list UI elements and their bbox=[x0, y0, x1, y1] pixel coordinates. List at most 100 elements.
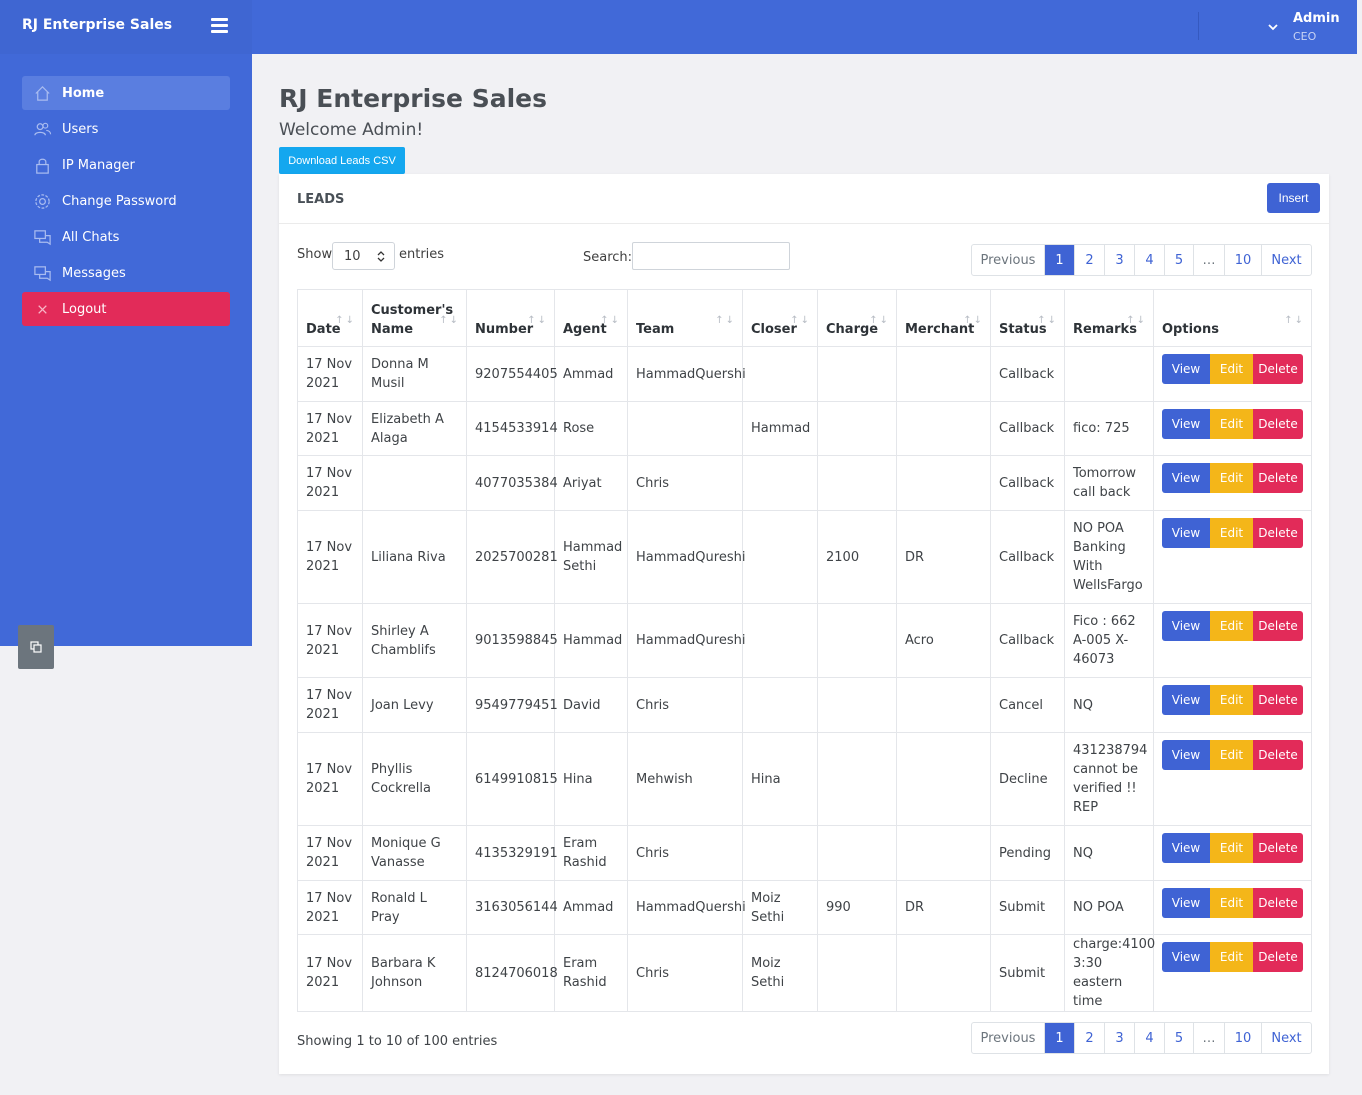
edit-button[interactable]: Edit bbox=[1210, 888, 1253, 918]
pagination-page[interactable]: 10 bbox=[1224, 245, 1261, 275]
view-button[interactable]: View bbox=[1162, 409, 1210, 439]
sidebar-item-change-password[interactable]: Change Password bbox=[22, 184, 230, 218]
cell-agent: Eram Rashid bbox=[554, 934, 628, 1012]
cell-options: View Edit Delete bbox=[1153, 880, 1312, 935]
edit-button[interactable]: Edit bbox=[1210, 942, 1253, 972]
download-leads-csv-button[interactable]: Download Leads CSV bbox=[279, 147, 405, 174]
view-button[interactable]: View bbox=[1162, 354, 1210, 384]
delete-button[interactable]: Delete bbox=[1253, 740, 1303, 770]
sidebar-item-home[interactable]: Home bbox=[22, 76, 230, 110]
column-header-date[interactable]: Date ↑↓ bbox=[297, 289, 363, 347]
pagination-page[interactable]: 4 bbox=[1134, 1023, 1164, 1053]
pagination-page[interactable]: 1 bbox=[1044, 245, 1074, 275]
column-header-merchant[interactable]: Merchant ↑↓ bbox=[896, 289, 991, 347]
view-button[interactable]: View bbox=[1162, 833, 1210, 863]
cell-charge: 2100 bbox=[817, 510, 897, 604]
leads-table: Date ↑↓ Customer's Name ↑↓ Number ↑↓ Agent ↑… bbox=[297, 289, 1312, 1012]
search-input[interactable] bbox=[632, 242, 790, 270]
brand-title[interactable]: RJ Enterprise Sales bbox=[22, 17, 173, 33]
edit-button[interactable]: Edit bbox=[1210, 354, 1253, 384]
messages-icon bbox=[22, 256, 62, 290]
sidebar-item-messages[interactable]: Messages bbox=[22, 256, 230, 290]
view-button[interactable]: View bbox=[1162, 942, 1210, 972]
pagination-next[interactable]: Next bbox=[1261, 1023, 1311, 1053]
sort-icon: ↑↓ bbox=[963, 315, 984, 326]
cell-options: View Edit Delete bbox=[1153, 603, 1312, 678]
pagination-page[interactable]: 3 bbox=[1104, 245, 1134, 275]
card-header: LEADS Insert bbox=[279, 174, 1329, 224]
cell-status: Submit bbox=[990, 880, 1065, 935]
sidebar-item-logout[interactable]: Logout bbox=[22, 292, 230, 326]
pagination-page[interactable]: 5 bbox=[1164, 1023, 1193, 1053]
cell-team bbox=[627, 401, 743, 456]
delete-button[interactable]: Delete bbox=[1253, 518, 1303, 548]
delete-button[interactable]: Delete bbox=[1253, 833, 1303, 863]
delete-button[interactable]: Delete bbox=[1253, 888, 1303, 918]
cell-team: HammadQureshi bbox=[627, 603, 745, 678]
row-actions: View Edit Delete bbox=[1162, 888, 1303, 918]
cell-team: Chris bbox=[627, 934, 743, 1012]
delete-button[interactable]: Delete bbox=[1253, 611, 1303, 641]
theme-settings-button[interactable] bbox=[18, 625, 54, 669]
view-button[interactable]: View bbox=[1162, 888, 1210, 918]
user-name[interactable]: Admin bbox=[1293, 11, 1340, 26]
pagination-page[interactable]: 4 bbox=[1134, 245, 1164, 275]
column-header-remarks[interactable]: Remarks ↑↓ bbox=[1064, 289, 1154, 347]
chevron-down-icon[interactable] bbox=[1268, 22, 1278, 32]
delete-button[interactable]: Delete bbox=[1253, 942, 1303, 972]
sidebar-item-all-chats[interactable]: All Chats bbox=[22, 220, 230, 254]
edit-button[interactable]: Edit bbox=[1210, 740, 1253, 770]
edit-button[interactable]: Edit bbox=[1210, 518, 1253, 548]
sidebar-item-users[interactable]: Users bbox=[22, 112, 230, 146]
cell-merchant bbox=[896, 934, 991, 1012]
view-button[interactable]: View bbox=[1162, 611, 1210, 641]
edit-button[interactable]: Edit bbox=[1210, 611, 1253, 641]
column-header-options[interactable]: Options ↑↓ bbox=[1153, 289, 1312, 347]
pagination-page[interactable]: 2 bbox=[1074, 1023, 1104, 1053]
delete-button[interactable]: Delete bbox=[1253, 463, 1303, 493]
hamburger-menu-icon[interactable] bbox=[211, 18, 228, 34]
cell-remarks: NQ bbox=[1064, 825, 1154, 881]
view-button[interactable]: View bbox=[1162, 740, 1210, 770]
cell-options: View Edit Delete bbox=[1153, 732, 1312, 826]
pagination-previous[interactable]: Previous bbox=[980, 252, 1036, 268]
insert-button[interactable]: Insert bbox=[1267, 183, 1320, 213]
cell-remarks: NO POA Banking With WellsFargo bbox=[1064, 510, 1154, 604]
column-header-status[interactable]: Status ↑↓ bbox=[990, 289, 1065, 347]
edit-button[interactable]: Edit bbox=[1210, 833, 1253, 863]
delete-button[interactable]: Delete bbox=[1253, 354, 1303, 384]
cell-options: View Edit Delete bbox=[1153, 346, 1312, 402]
pagination-page[interactable]: 10 bbox=[1224, 1023, 1261, 1053]
column-header-team[interactable]: Team ↑↓ bbox=[627, 289, 743, 347]
column-header-charge[interactable]: Charge ↑↓ bbox=[817, 289, 897, 347]
column-header-customer-name[interactable]: Customer's Name ↑↓ bbox=[362, 289, 467, 347]
column-header-number[interactable]: Number ↑↓ bbox=[466, 289, 555, 347]
sidebar-item-ip-manager[interactable]: IP Manager bbox=[22, 148, 230, 182]
delete-button[interactable]: Delete bbox=[1253, 409, 1303, 439]
pagination-next[interactable]: Next bbox=[1261, 245, 1311, 275]
view-button[interactable]: View bbox=[1162, 518, 1210, 548]
view-button[interactable]: View bbox=[1162, 463, 1210, 493]
view-button[interactable]: View bbox=[1162, 685, 1210, 715]
pagination-page[interactable]: 3 bbox=[1104, 1023, 1134, 1053]
pagination-page[interactable]: 1 bbox=[1044, 1023, 1074, 1053]
delete-button[interactable]: Delete bbox=[1253, 685, 1303, 715]
pagination-page[interactable]: 5 bbox=[1164, 245, 1193, 275]
pagination-previous[interactable]: Previous bbox=[980, 1030, 1036, 1046]
cell-remarks bbox=[1064, 346, 1154, 402]
edit-button[interactable]: Edit bbox=[1210, 409, 1253, 439]
sort-icon: ↑↓ bbox=[335, 315, 356, 326]
column-header-agent[interactable]: Agent ↑↓ bbox=[554, 289, 628, 347]
pagination-page[interactable]: 2 bbox=[1074, 245, 1104, 275]
cell-agent: Ammad bbox=[554, 880, 628, 935]
cell-number: 9207554405 bbox=[466, 346, 558, 402]
cell-options: View Edit Delete bbox=[1153, 401, 1312, 456]
table-row: 17 Nov 2021 4077035384 Ariyat Chris Callback… bbox=[297, 455, 1312, 511]
edit-button[interactable]: Edit bbox=[1210, 463, 1253, 493]
entries-length-select[interactable]: 10 bbox=[332, 242, 395, 270]
column-header-closer[interactable]: Closer ↑↓ bbox=[742, 289, 818, 347]
edit-button[interactable]: Edit bbox=[1210, 685, 1253, 715]
table-row: 17 Nov 2021 Liliana Riva 2025700281 Hammad … bbox=[297, 510, 1312, 604]
cell-status: Callback bbox=[990, 346, 1065, 402]
top-header: RJ Enterprise Sales Admin CEO bbox=[0, 0, 1357, 54]
